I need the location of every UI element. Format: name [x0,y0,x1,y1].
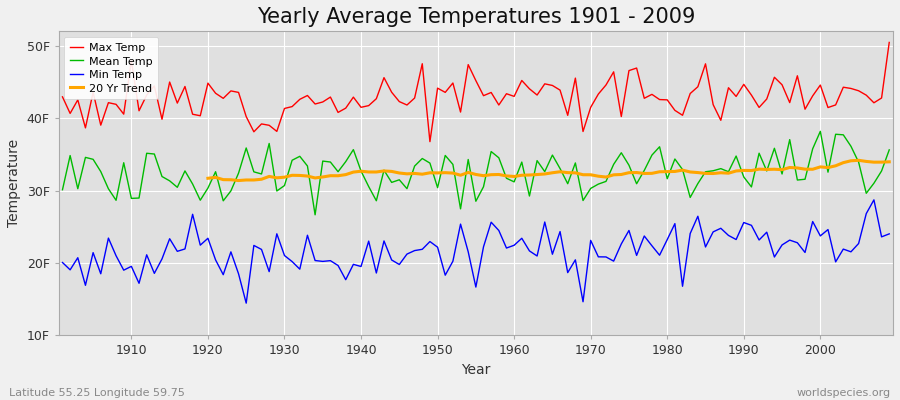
Max Temp [508,94,519,99]
Mean Temp [118,160,129,165]
20 Yr Trend [685,170,696,174]
Mean Temp [57,187,68,192]
Min Temp [868,198,879,202]
Line: Max Temp: Max Temp [62,42,889,142]
Mean Temp [508,180,519,184]
X-axis label: Year: Year [461,363,491,377]
Max Temp [608,70,619,74]
Line: Mean Temp: Mean Temp [62,131,889,215]
20 Yr Trend [417,172,428,176]
Max Temp [884,40,895,45]
Mean Temp [814,129,825,134]
Mean Temp [608,162,619,167]
Y-axis label: Temperature: Temperature [7,139,21,228]
20 Yr Trend [202,176,213,181]
Mean Temp [884,148,895,152]
20 Yr Trend [302,174,313,178]
Line: 20 Yr Trend: 20 Yr Trend [208,160,889,180]
Max Temp [118,112,129,116]
Min Temp [608,259,619,264]
Mean Temp [310,212,320,217]
Min Temp [508,243,519,248]
Mean Temp [287,158,298,163]
Min Temp [294,267,305,272]
Mean Temp [517,160,527,164]
Max Temp [517,78,527,83]
20 Yr Trend [233,178,244,183]
20 Yr Trend [884,160,895,164]
Min Temp [517,236,527,241]
Legend: Max Temp, Mean Temp, Min Temp, 20 Yr Trend: Max Temp, Mean Temp, Min Temp, 20 Yr Tre… [64,37,158,99]
Max Temp [287,104,298,109]
Mean Temp [340,159,351,164]
Min Temp [57,260,68,265]
20 Yr Trend [792,166,803,170]
Min Temp [884,232,895,236]
20 Yr Trend [853,158,864,163]
Text: worldspecies.org: worldspecies.org [796,388,891,398]
Title: Yearly Average Temperatures 1901 - 2009: Yearly Average Temperatures 1901 - 2009 [256,7,695,27]
20 Yr Trend [868,160,879,164]
Text: Latitude 55.25 Longitude 59.75: Latitude 55.25 Longitude 59.75 [9,388,184,398]
Max Temp [333,110,344,115]
20 Yr Trend [777,167,788,172]
Min Temp [118,268,129,272]
Max Temp [57,94,68,99]
Line: Min Temp: Min Temp [62,200,889,303]
Max Temp [425,139,436,144]
Min Temp [241,301,252,306]
Min Temp [340,277,351,282]
